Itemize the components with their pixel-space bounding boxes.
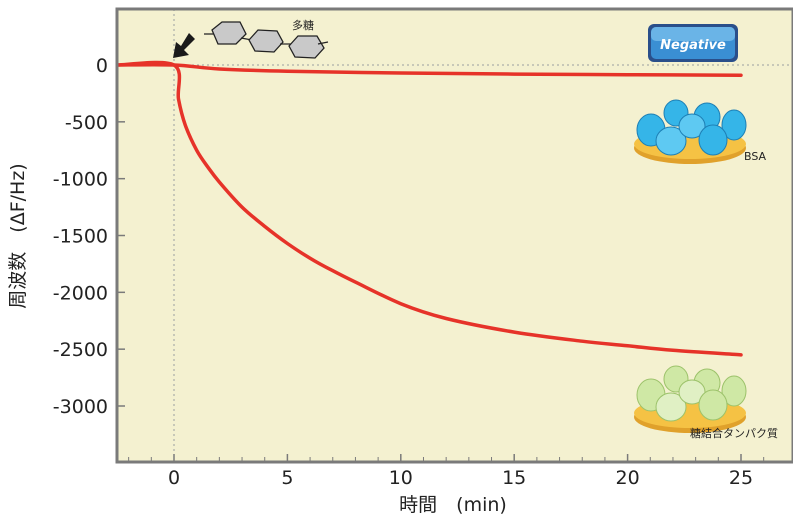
series-line <box>115 60 743 357</box>
y-tick-label: -1000 <box>53 169 108 191</box>
x-tick-label: 0 <box>168 467 180 489</box>
x-tick-label: 5 <box>281 467 293 489</box>
x-tick-label: 20 <box>616 467 640 489</box>
bsa-label: BSA <box>744 150 767 163</box>
negative-badge-icon: Negative <box>648 24 738 62</box>
glycoprotein-label: 糖結合タンパク質 <box>690 426 778 440</box>
y-axis-title: 周波数 (ΔF/Hz) <box>7 163 29 308</box>
series-line <box>115 62 743 77</box>
plot-frame <box>115 7 793 464</box>
polysaccharide-label: 多糖 <box>292 18 314 32</box>
hexagon-chain-icon <box>204 21 329 59</box>
y-tick-label: -1500 <box>53 226 108 248</box>
x-tick-label: 25 <box>729 467 753 489</box>
x-tick-label: 15 <box>502 467 526 489</box>
negative-label: Negative <box>660 38 726 53</box>
y-tick-label: -2500 <box>53 339 108 361</box>
injection-arrow-icon <box>173 33 195 58</box>
glycoprotein-cluster-icon <box>634 365 747 433</box>
axes: 0 5 10 15 20 25 0 -500 -1000 -1500 -2000 -2500 -3000 <box>53 55 765 489</box>
x-axis-title: 時間 (min) <box>399 494 507 516</box>
y-tick-label: -500 <box>65 112 108 134</box>
bsa-protein-cluster-icon <box>634 99 747 164</box>
x-tick-label: 10 <box>389 467 413 489</box>
y-tick-label: -3000 <box>53 396 108 418</box>
y-tick-label: 0 <box>96 55 108 77</box>
y-tick-label: -2000 <box>53 282 108 304</box>
series-layer <box>115 60 743 357</box>
